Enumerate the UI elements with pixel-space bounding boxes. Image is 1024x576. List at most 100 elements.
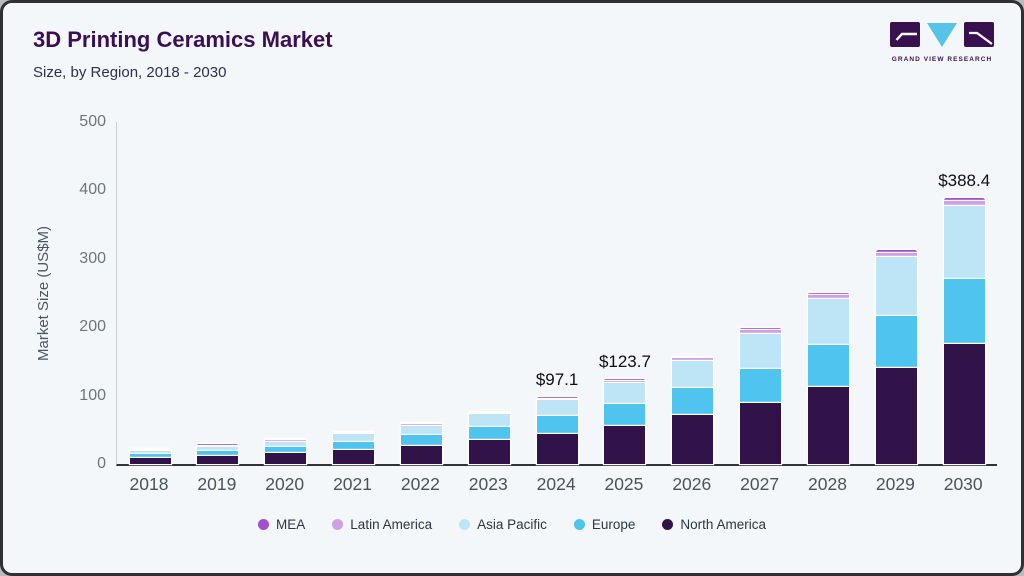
bar-segment-mea <box>400 422 442 425</box>
y-tick-label: 0 <box>97 455 106 472</box>
bar-segment-latin-america <box>400 424 442 426</box>
bar-segment-mea <box>333 431 375 434</box>
bar-segment-asia-pacific <box>808 299 849 345</box>
x-axis-label: 2022 <box>400 474 440 494</box>
bar-2027 <box>740 328 782 464</box>
bar-segment-mea <box>536 397 578 399</box>
bar-segment-north-america <box>672 415 714 464</box>
legend-swatch-mea <box>258 519 270 530</box>
bar-value-label: $97.1 <box>535 370 579 390</box>
bar-segment-mea <box>604 379 646 381</box>
bar-segment-asia-pacific <box>400 425 442 436</box>
legend-item-latin-america: Latin America <box>332 517 432 532</box>
bar-value-label: $123.7 <box>598 352 651 372</box>
gvr-logo-icon <box>890 22 994 47</box>
bar-segment-asia-pacific <box>672 361 714 389</box>
bar-segment-north-america <box>468 440 510 464</box>
bar-segment-latin-america <box>740 330 782 334</box>
bar-segment-europe <box>400 435 442 446</box>
bar-segment-north-america <box>943 344 985 464</box>
x-axis-label: 2026 <box>672 474 712 494</box>
bar-segment-europe <box>129 454 171 458</box>
bar-2030 <box>943 198 985 464</box>
bar-segment-latin-america <box>468 413 510 415</box>
bar-segment-latin-america <box>672 358 714 362</box>
bar-segment-europe <box>672 388 714 416</box>
bar-segment-asia-pacific <box>197 446 239 452</box>
bar-segment-asia-pacific <box>875 257 917 316</box>
bar-segment-asia-pacific <box>468 414 510 428</box>
legend-swatch-asia-pacific <box>459 519 471 530</box>
legend-label: Latin America <box>350 517 433 532</box>
legend-item-mea: MEA <box>258 517 305 532</box>
bar-segment-mea <box>672 356 714 359</box>
legend-swatch-europe <box>573 519 585 530</box>
bar-segment-europe <box>604 404 646 426</box>
legend-item-asia-pacific: Asia Pacific <box>459 517 547 532</box>
x-axis-label: 2018 <box>129 474 169 494</box>
bar-segment-latin-america <box>333 433 375 435</box>
legend-item-europe: Europe <box>573 517 636 532</box>
bar-segment-latin-america <box>604 380 646 384</box>
bar-segment-latin-america <box>197 445 239 447</box>
x-axis-label: 2029 <box>875 474 915 494</box>
bar-2025 <box>604 379 646 464</box>
y-tick-label: 300 <box>79 249 106 267</box>
y-tick-label: 500 <box>79 113 106 130</box>
y-tick-label: 200 <box>79 318 106 336</box>
bar-segment-mea <box>129 448 171 450</box>
bar-segment-latin-america <box>129 449 171 452</box>
x-axis-label: 2021 <box>333 474 373 494</box>
legend-item-north-america: North America <box>662 517 766 532</box>
bar-2029 <box>875 249 917 464</box>
bar-segment-europe <box>875 315 917 368</box>
bar-segment-north-america <box>875 367 917 464</box>
legend-swatch-latin-america <box>332 519 344 530</box>
legend-label: Europe <box>591 517 636 532</box>
bar-segment-asia-pacific <box>129 451 171 455</box>
x-axis-label: 2027 <box>740 474 780 494</box>
bar-2018 <box>129 448 171 464</box>
bar-2026 <box>672 356 714 464</box>
bar-segment-asia-pacific <box>604 383 646 405</box>
x-axis-label: 2019 <box>197 474 237 494</box>
bar-segment-mea <box>943 198 985 202</box>
bar-2021 <box>333 431 375 464</box>
bar-2023 <box>468 411 510 464</box>
bar-segment-latin-america <box>808 295 849 300</box>
bar-segment-mea <box>875 249 917 253</box>
bar-segment-europe <box>536 416 578 434</box>
bar-segment-latin-america <box>943 201 985 207</box>
x-axis-label: 2030 <box>943 474 983 494</box>
bar-segment-europe <box>265 447 307 454</box>
bar-2022 <box>400 422 442 464</box>
x-axis-label: 2023 <box>468 474 508 494</box>
bar-segment-mea <box>197 444 239 446</box>
bar-segment-mea <box>808 292 849 296</box>
bar-segment-asia-pacific <box>265 441 307 448</box>
x-axis-label: 2025 <box>604 474 644 494</box>
y-tick-label: 100 <box>79 386 106 404</box>
y-axis-ticks: 0 100 200 300 400 500 <box>43 113 106 472</box>
legend-label: Asia Pacific <box>477 517 547 532</box>
bar-segment-north-america <box>400 445 442 464</box>
legend-swatch-north-america <box>662 519 674 530</box>
bar-segment-latin-america <box>536 398 578 401</box>
bar-segment-latin-america <box>265 440 307 442</box>
bar-segment-europe <box>468 427 510 441</box>
bar-segment-north-america <box>265 453 307 464</box>
bar-segment-asia-pacific <box>536 400 578 417</box>
bar-2024 <box>536 397 578 464</box>
page-title: 3D Printing Ceramics Market <box>33 27 333 52</box>
chart-legend: MEA Latin America Asia Pacific Europe North … <box>3 517 1021 532</box>
bar-segment-europe <box>808 344 849 387</box>
bar-segment-north-america <box>129 457 171 464</box>
bar-segment-asia-pacific <box>740 333 782 369</box>
page-subtitle: Size, by Region, 2018 - 2030 <box>33 64 227 81</box>
bar-value-label: $388.4 <box>938 171 991 191</box>
bar-segment-europe <box>943 278 985 345</box>
bar-segment-north-america <box>808 386 849 464</box>
bar-2028 <box>808 292 849 464</box>
bar-segment-north-america <box>740 402 782 464</box>
